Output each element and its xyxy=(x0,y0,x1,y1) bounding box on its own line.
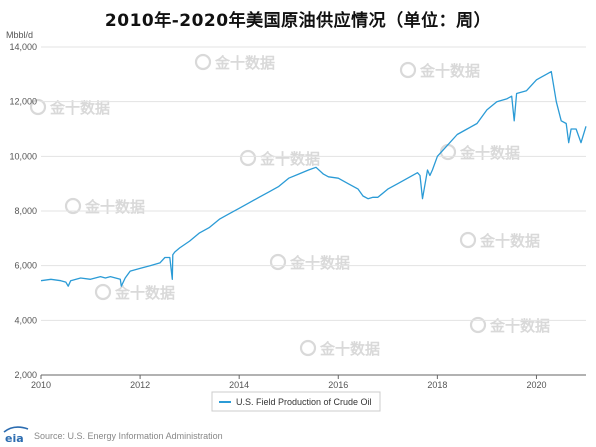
svg-text:金十数据: 金十数据 xyxy=(459,144,520,162)
legend-label: U.S. Field Production of Crude Oil xyxy=(236,397,372,407)
y-tick-label: 6,000 xyxy=(14,261,37,271)
svg-text:金十数据: 金十数据 xyxy=(214,54,275,72)
gridlines xyxy=(41,46,586,376)
y-tick-label: 8,000 xyxy=(14,206,37,216)
svg-text:金十数据: 金十数据 xyxy=(84,198,145,216)
y-tick-label: 12,000 xyxy=(9,97,37,107)
watermark: 金十数据 xyxy=(194,53,275,72)
svg-text:金十数据: 金十数据 xyxy=(489,317,550,335)
watermark: 金十数据 xyxy=(459,231,540,250)
svg-text:金十数据: 金十数据 xyxy=(419,62,480,80)
watermark: 金十数据 xyxy=(269,253,350,272)
watermark: 金十数据 xyxy=(64,197,145,216)
x-tick-label: 2018 xyxy=(427,380,447,390)
watermark: 金十数据 xyxy=(239,149,320,168)
x-tick-label: 2010 xyxy=(31,380,51,390)
series-line-us-field-production xyxy=(40,70,587,287)
svg-text:金十数据: 金十数据 xyxy=(289,254,350,272)
watermark-layer: 金十数据 金十数据 金十数据 金十数据 金十数据 金十数据 金十数据 金十数据 … xyxy=(29,53,550,358)
x-tick-label: 2012 xyxy=(130,380,150,390)
watermark: 金十数据 xyxy=(299,339,380,358)
x-tick-label: 2020 xyxy=(526,380,546,390)
watermark: 金十数据 xyxy=(439,143,520,162)
y-tick-label: 14,000 xyxy=(9,42,37,52)
svg-text:eia: eia xyxy=(5,432,24,444)
watermark: 金十数据 xyxy=(29,98,110,117)
svg-text:金十数据: 金十数据 xyxy=(49,99,110,117)
y-axis: 2,000 4,000 6,000 8,000 10,000 12,000 14,000 xyxy=(9,42,37,380)
watermark: 金十数据 xyxy=(469,316,550,335)
x-axis: 2010 2012 2014 2016 2018 2020 xyxy=(31,375,546,390)
legend-box xyxy=(211,391,381,412)
y-tick-label: 10,000 xyxy=(9,151,37,161)
x-tick-label: 2016 xyxy=(328,380,348,390)
chart-title: 2010年-2020年美国原油供应情况（单位：周） xyxy=(104,11,492,31)
watermark: 金十数据 xyxy=(399,61,480,80)
legend: U.S. Field Production of Crude Oil xyxy=(211,391,381,412)
y-tick-label: 4,000 xyxy=(14,315,37,325)
x-tick-label: 2014 xyxy=(229,380,249,390)
eia-logo: eia xyxy=(3,426,29,444)
svg-text:金十数据: 金十数据 xyxy=(479,232,540,250)
svg-text:金十数据: 金十数据 xyxy=(114,284,175,302)
source-note: Source: U.S. Energy Information Administ… xyxy=(34,431,223,441)
y-axis-unit: Mbbl/d xyxy=(6,30,33,40)
svg-text:金十数据: 金十数据 xyxy=(259,150,320,168)
y-tick-label: 2,000 xyxy=(14,370,37,380)
svg-text:金十数据: 金十数据 xyxy=(319,340,380,358)
watermark: 金十数据 xyxy=(94,283,175,302)
